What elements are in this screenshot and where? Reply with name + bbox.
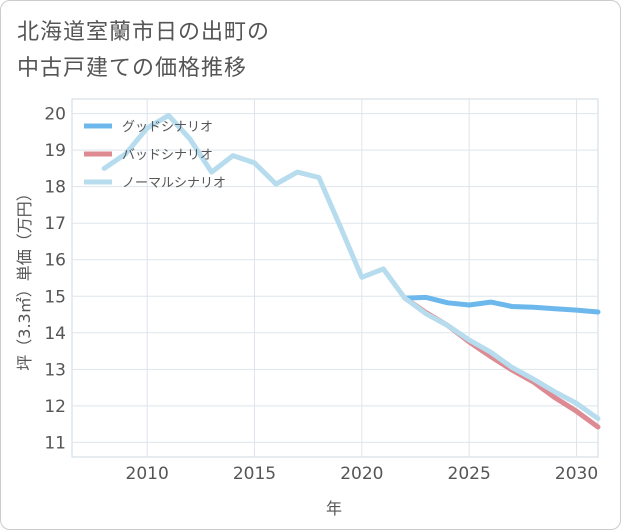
y-tick-label: 11 <box>44 433 66 453</box>
x-tick-label: 2020 <box>340 464 383 484</box>
y-tick-label: 20 <box>44 105 66 125</box>
chart-title-line-1: 北海道室蘭市日の出町の <box>17 20 271 45</box>
chart-title-line-2: 中古戸建ての価格推移 <box>17 56 248 81</box>
axes: 11 12 13 14 15 16 17 18 19 20 2010 2015 2020 2025 2030 <box>44 105 598 484</box>
legend-label-0: グッドシナリオ <box>122 120 213 135</box>
y-axis-label: 坪（3.3㎡）単価（万円） <box>15 185 34 370</box>
legend-label-2: ノーマルシナリオ <box>122 176 226 191</box>
y-tick-label: 15 <box>44 287 66 307</box>
legend-label-1: バッドシナリオ <box>122 148 213 163</box>
series-line-2 <box>101 112 601 422</box>
x-tick-label: 2025 <box>448 464 491 484</box>
x-axis-label: 年 <box>326 499 342 518</box>
series-line-0 <box>402 294 601 315</box>
x-tick-label: 2030 <box>555 464 598 484</box>
series-lines <box>101 112 601 430</box>
y-tick-label: 14 <box>44 324 66 344</box>
y-tick-label: 17 <box>44 214 66 234</box>
y-tick-label: 16 <box>44 251 66 271</box>
grid-lines <box>71 98 599 458</box>
y-tick-label: 18 <box>44 178 66 198</box>
y-tick-label: 13 <box>44 360 66 380</box>
x-tick-label: 2015 <box>233 464 276 484</box>
plot-border <box>71 98 599 458</box>
y-tick-label: 19 <box>44 141 66 161</box>
y-tick-label: 12 <box>44 397 66 417</box>
x-tick-label: 2010 <box>126 464 169 484</box>
chart-title: 北海道室蘭市日の出町の 中古戸建ての価格推移 <box>17 15 270 87</box>
